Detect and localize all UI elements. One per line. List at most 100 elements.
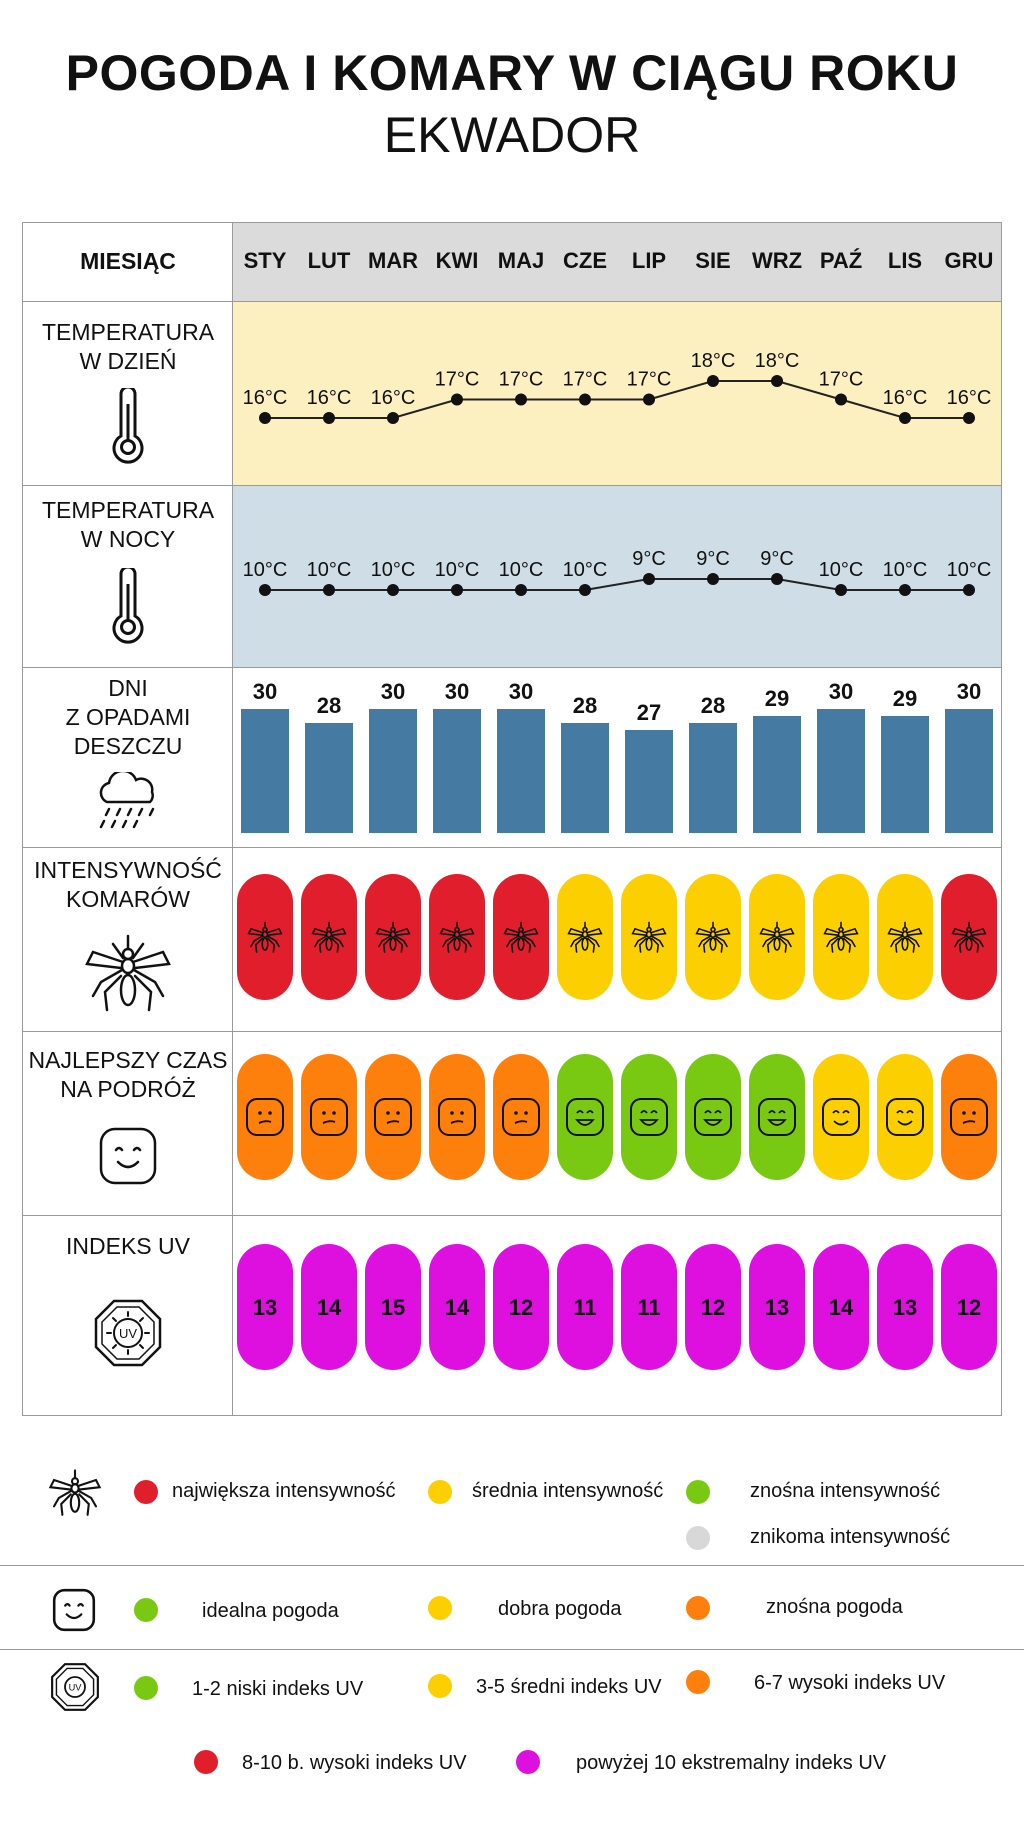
- pill: [941, 1054, 997, 1180]
- rain-bar: [689, 723, 737, 833]
- pill-cell: [813, 1054, 869, 1180]
- smiley-face-icon: [630, 1098, 668, 1136]
- smiley-face-icon: [374, 1098, 412, 1136]
- pill: [237, 1054, 293, 1180]
- legend-uv-low: 1-2 niski indeks UV: [192, 1678, 364, 1700]
- smiley-face-icon: [886, 1098, 924, 1136]
- rain-value-label: 29: [765, 686, 789, 711]
- rain-value-label: 30: [445, 679, 469, 704]
- pill-cell: 11: [557, 1244, 613, 1370]
- temp-label: 17°C: [819, 369, 864, 391]
- temp-point: [835, 584, 847, 596]
- legend-divider: [0, 1565, 1024, 1566]
- temp-point: [963, 412, 975, 424]
- mosquito-icon: [48, 1466, 102, 1523]
- month-label: LUT: [308, 248, 351, 273]
- legend-mosquito-tolerable: znośna intensywność: [750, 1480, 941, 1502]
- mosquito-icon: [567, 921, 603, 953]
- pill-cell: [429, 874, 485, 1000]
- mosquito-icon: [247, 921, 283, 953]
- pill-cell: 14: [301, 1244, 357, 1370]
- travel-svg: [237, 1054, 997, 1180]
- pill: [749, 1244, 805, 1370]
- legend-travel-tolerable: znośna pogoda: [766, 1596, 903, 1618]
- header-label-cell: MIESIĄC: [23, 223, 233, 301]
- legend-dot-green: [134, 1676, 158, 1700]
- temp-label: 10°C: [243, 559, 288, 581]
- pill: [557, 1244, 613, 1370]
- travel-label: NAJLEPSZY CZAS NA PODRÓŻ: [28, 1047, 228, 1102]
- temp-point: [835, 393, 847, 406]
- rain-value-label: 30: [509, 679, 533, 704]
- legend-uv-extreme: powyżej 10 ekstremalny indeks UV: [576, 1752, 887, 1774]
- temp-label: 10°C: [435, 559, 480, 581]
- legend-dot-magenta: [516, 1750, 540, 1774]
- temp-point: [707, 573, 719, 585]
- temp-label: 17°C: [499, 369, 544, 391]
- temp-label: 17°C: [627, 369, 672, 391]
- rain-bar: [945, 709, 993, 833]
- pill-cell: 12: [941, 1244, 997, 1370]
- pill: [429, 1244, 485, 1370]
- night-temp-svg: 10°C 10°C 10°C 10°C 10°C 10°C 9°C 9°C 9°C 10°C 10°…: [243, 548, 991, 596]
- temp-label: 9°C: [632, 548, 666, 570]
- rain-bar: [305, 723, 353, 833]
- day-temp-chart: 16°C 16°C 16°C 17°C 17°C 17°C 17°C 18°C 18°C 17°C…: [233, 302, 1001, 485]
- smiley-face-icon: [566, 1098, 604, 1136]
- temp-label: 16°C: [883, 387, 928, 409]
- temp-point: [515, 393, 527, 406]
- legend-dot-green: [686, 1480, 710, 1504]
- temp-point: [771, 375, 783, 387]
- mosquito-icon: [951, 921, 987, 953]
- temp-point: [451, 393, 463, 406]
- mosquito-svg: [237, 874, 997, 1000]
- pill-cell: [621, 1054, 677, 1180]
- pill: [365, 1244, 421, 1370]
- rain-bar: [625, 730, 673, 833]
- pill-cell: [365, 874, 421, 1000]
- uv-value-label: 14: [829, 1295, 854, 1320]
- smiley-face-icon: [52, 1588, 96, 1637]
- header-row: MIESIĄC STY LUT MAR KWI MAJ CZE LIP SIE WRZ PAŹ LI…: [23, 223, 1001, 301]
- legend-uv-very-high: 8-10 b. wysoki indeks UV: [242, 1752, 467, 1774]
- temp-point: [707, 375, 719, 387]
- temp-label: 9°C: [760, 548, 794, 570]
- mosquito-icon: [887, 921, 923, 953]
- svg-text:UV: UV: [119, 1326, 137, 1341]
- page-subtitle: EKWADOR: [383, 107, 641, 163]
- pill-cell: [877, 874, 933, 1000]
- rain-bar: [241, 709, 289, 833]
- uv-value-label: 15: [381, 1295, 405, 1320]
- day-temp-svg: 16°C 16°C 16°C 17°C 17°C 17°C 17°C 18°C 18°C 17°C…: [243, 350, 991, 424]
- uv-value-label: 12: [701, 1295, 725, 1320]
- rain-value-label: 28: [701, 693, 725, 718]
- temp-point: [259, 412, 271, 424]
- rain-bar: [433, 709, 481, 833]
- pill: [237, 1244, 293, 1370]
- temp-point: [579, 584, 591, 596]
- smiley-face-icon: [758, 1098, 796, 1136]
- pill: [877, 1054, 933, 1180]
- month-label: CZE: [563, 248, 607, 273]
- pill: [493, 1054, 549, 1180]
- rain-value-label: 27: [637, 700, 661, 725]
- uv-value-label: 14: [317, 1295, 342, 1320]
- uv-chart: 13 14 15 14 12 11 11 12 13 14 13 12: [233, 1216, 1001, 1415]
- pill-cell: [941, 874, 997, 1000]
- legend-travel-good: dobra pogoda: [498, 1598, 622, 1620]
- pill: [301, 1244, 357, 1370]
- smiley-face-icon: [23, 1126, 233, 1191]
- legend-dot-yellow: [428, 1596, 452, 1620]
- uv-value-label: 12: [509, 1295, 533, 1320]
- pill-cell: 13: [749, 1244, 805, 1370]
- night-temp-chart: 10°C 10°C 10°C 10°C 10°C 10°C 9°C 9°C 9°C 10°C 10°…: [233, 486, 1001, 667]
- temp-label: 10°C: [563, 559, 608, 581]
- rain-bar: [753, 716, 801, 833]
- temp-point: [643, 393, 655, 406]
- pill-cell: 13: [237, 1244, 293, 1370]
- uv-value-label: 11: [637, 1295, 660, 1320]
- legend-dot-orange: [686, 1670, 710, 1694]
- legend-dot-orange: [686, 1596, 710, 1620]
- legend-dot-green: [134, 1598, 158, 1622]
- smiley-face-icon: [822, 1098, 860, 1136]
